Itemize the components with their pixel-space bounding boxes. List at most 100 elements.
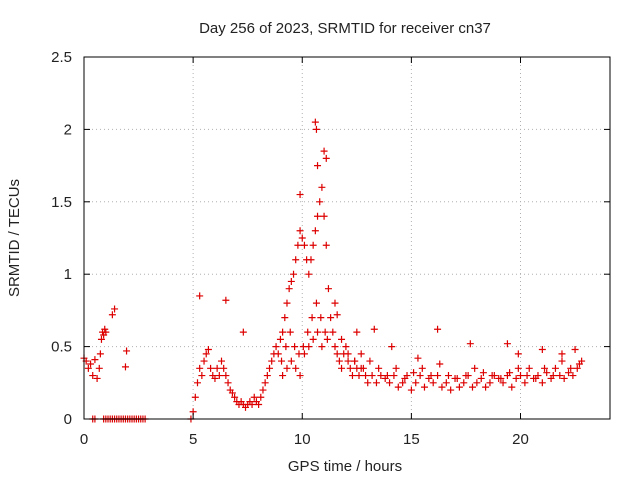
data-point: [314, 162, 322, 170]
data-point: [412, 379, 420, 387]
data-point: [228, 389, 236, 397]
data-point: [364, 379, 372, 387]
data-point: [279, 328, 287, 336]
data-point: [296, 191, 304, 199]
data-point: [388, 343, 396, 351]
data-point: [248, 401, 256, 409]
data-point: [279, 372, 287, 380]
data-point: [294, 241, 302, 249]
data-point: [560, 374, 568, 382]
data-point: [538, 345, 546, 353]
data-point: [283, 299, 291, 307]
data-point: [220, 364, 228, 372]
plot-frame: [83, 56, 611, 420]
data-point: [573, 364, 581, 372]
y-tick-label: 1.5: [51, 194, 72, 211]
y-axis-label: SRMTID / TECUs: [6, 179, 23, 297]
data-point: [259, 386, 267, 394]
data-point: [282, 343, 290, 351]
data-point: [556, 372, 564, 380]
data-point: [541, 364, 549, 372]
data-point: [394, 383, 402, 391]
data-point: [346, 364, 354, 372]
x-tick-label: 15: [403, 431, 420, 448]
x-tick-label: 10: [294, 431, 311, 448]
data-point: [447, 386, 455, 394]
data-point: [436, 360, 444, 368]
data-point: [569, 372, 577, 380]
data-point: [521, 379, 529, 387]
y-tick-label: 0.5: [51, 339, 72, 356]
data-point: [96, 350, 104, 358]
data-point: [305, 270, 313, 278]
data-point: [407, 386, 415, 394]
data-point: [453, 374, 461, 382]
data-point: [224, 379, 232, 387]
data-point: [549, 372, 557, 380]
data-point: [257, 393, 265, 401]
data-point: [272, 343, 280, 351]
data-point: [479, 369, 487, 377]
data-point: [386, 379, 394, 387]
data-point: [532, 374, 540, 382]
data-point: [466, 340, 474, 348]
data-point: [123, 347, 131, 355]
data-point: [211, 374, 219, 382]
data-point: [255, 401, 263, 409]
data-point: [414, 354, 422, 362]
data-point: [298, 234, 306, 242]
data-point: [348, 372, 356, 380]
data-point: [390, 372, 398, 380]
data-point: [357, 350, 365, 358]
data-point: [558, 357, 566, 365]
y-tick-label: 0: [64, 411, 72, 428]
data-point: [287, 277, 295, 285]
data-point: [503, 340, 511, 348]
data-point: [327, 314, 335, 322]
data-point: [193, 379, 201, 387]
x-tick-label: 5: [189, 431, 197, 448]
data-point: [418, 364, 426, 372]
data-point: [375, 364, 383, 372]
data-point: [276, 335, 284, 343]
data-point: [392, 364, 400, 372]
data-point: [285, 285, 293, 293]
data-point: [351, 357, 359, 365]
data-point: [473, 379, 481, 387]
data-point: [320, 212, 328, 220]
data-point: [312, 125, 320, 133]
data-point: [121, 363, 129, 371]
data-point: [444, 372, 452, 380]
data-point: [558, 350, 566, 358]
y-tick-label: 2.5: [51, 49, 72, 66]
data-point: [304, 328, 312, 336]
data-point: [266, 364, 274, 372]
data-point: [322, 241, 330, 249]
data-point: [344, 357, 352, 365]
data-point: [218, 357, 226, 365]
data-point: [290, 270, 298, 278]
data-point: [317, 314, 325, 322]
x-tick-label: 0: [80, 431, 88, 448]
data-point: [442, 379, 450, 387]
data-point: [309, 335, 317, 343]
data-point: [427, 372, 435, 380]
data-point: [372, 379, 380, 387]
data-point: [250, 393, 258, 401]
data-point: [200, 357, 208, 365]
data-point: [307, 256, 315, 264]
data-point: [338, 364, 346, 372]
data-point: [353, 328, 361, 336]
data-point: [308, 314, 316, 322]
data-point: [87, 360, 95, 368]
data-point: [575, 360, 583, 368]
data-point: [434, 325, 442, 333]
data-point: [366, 357, 374, 365]
data-point: [429, 379, 437, 387]
data-point: [84, 364, 92, 372]
data-point: [231, 393, 239, 401]
data-point: [318, 183, 326, 191]
data-point: [508, 383, 516, 391]
data-point: [477, 374, 485, 382]
data-point: [108, 311, 116, 319]
